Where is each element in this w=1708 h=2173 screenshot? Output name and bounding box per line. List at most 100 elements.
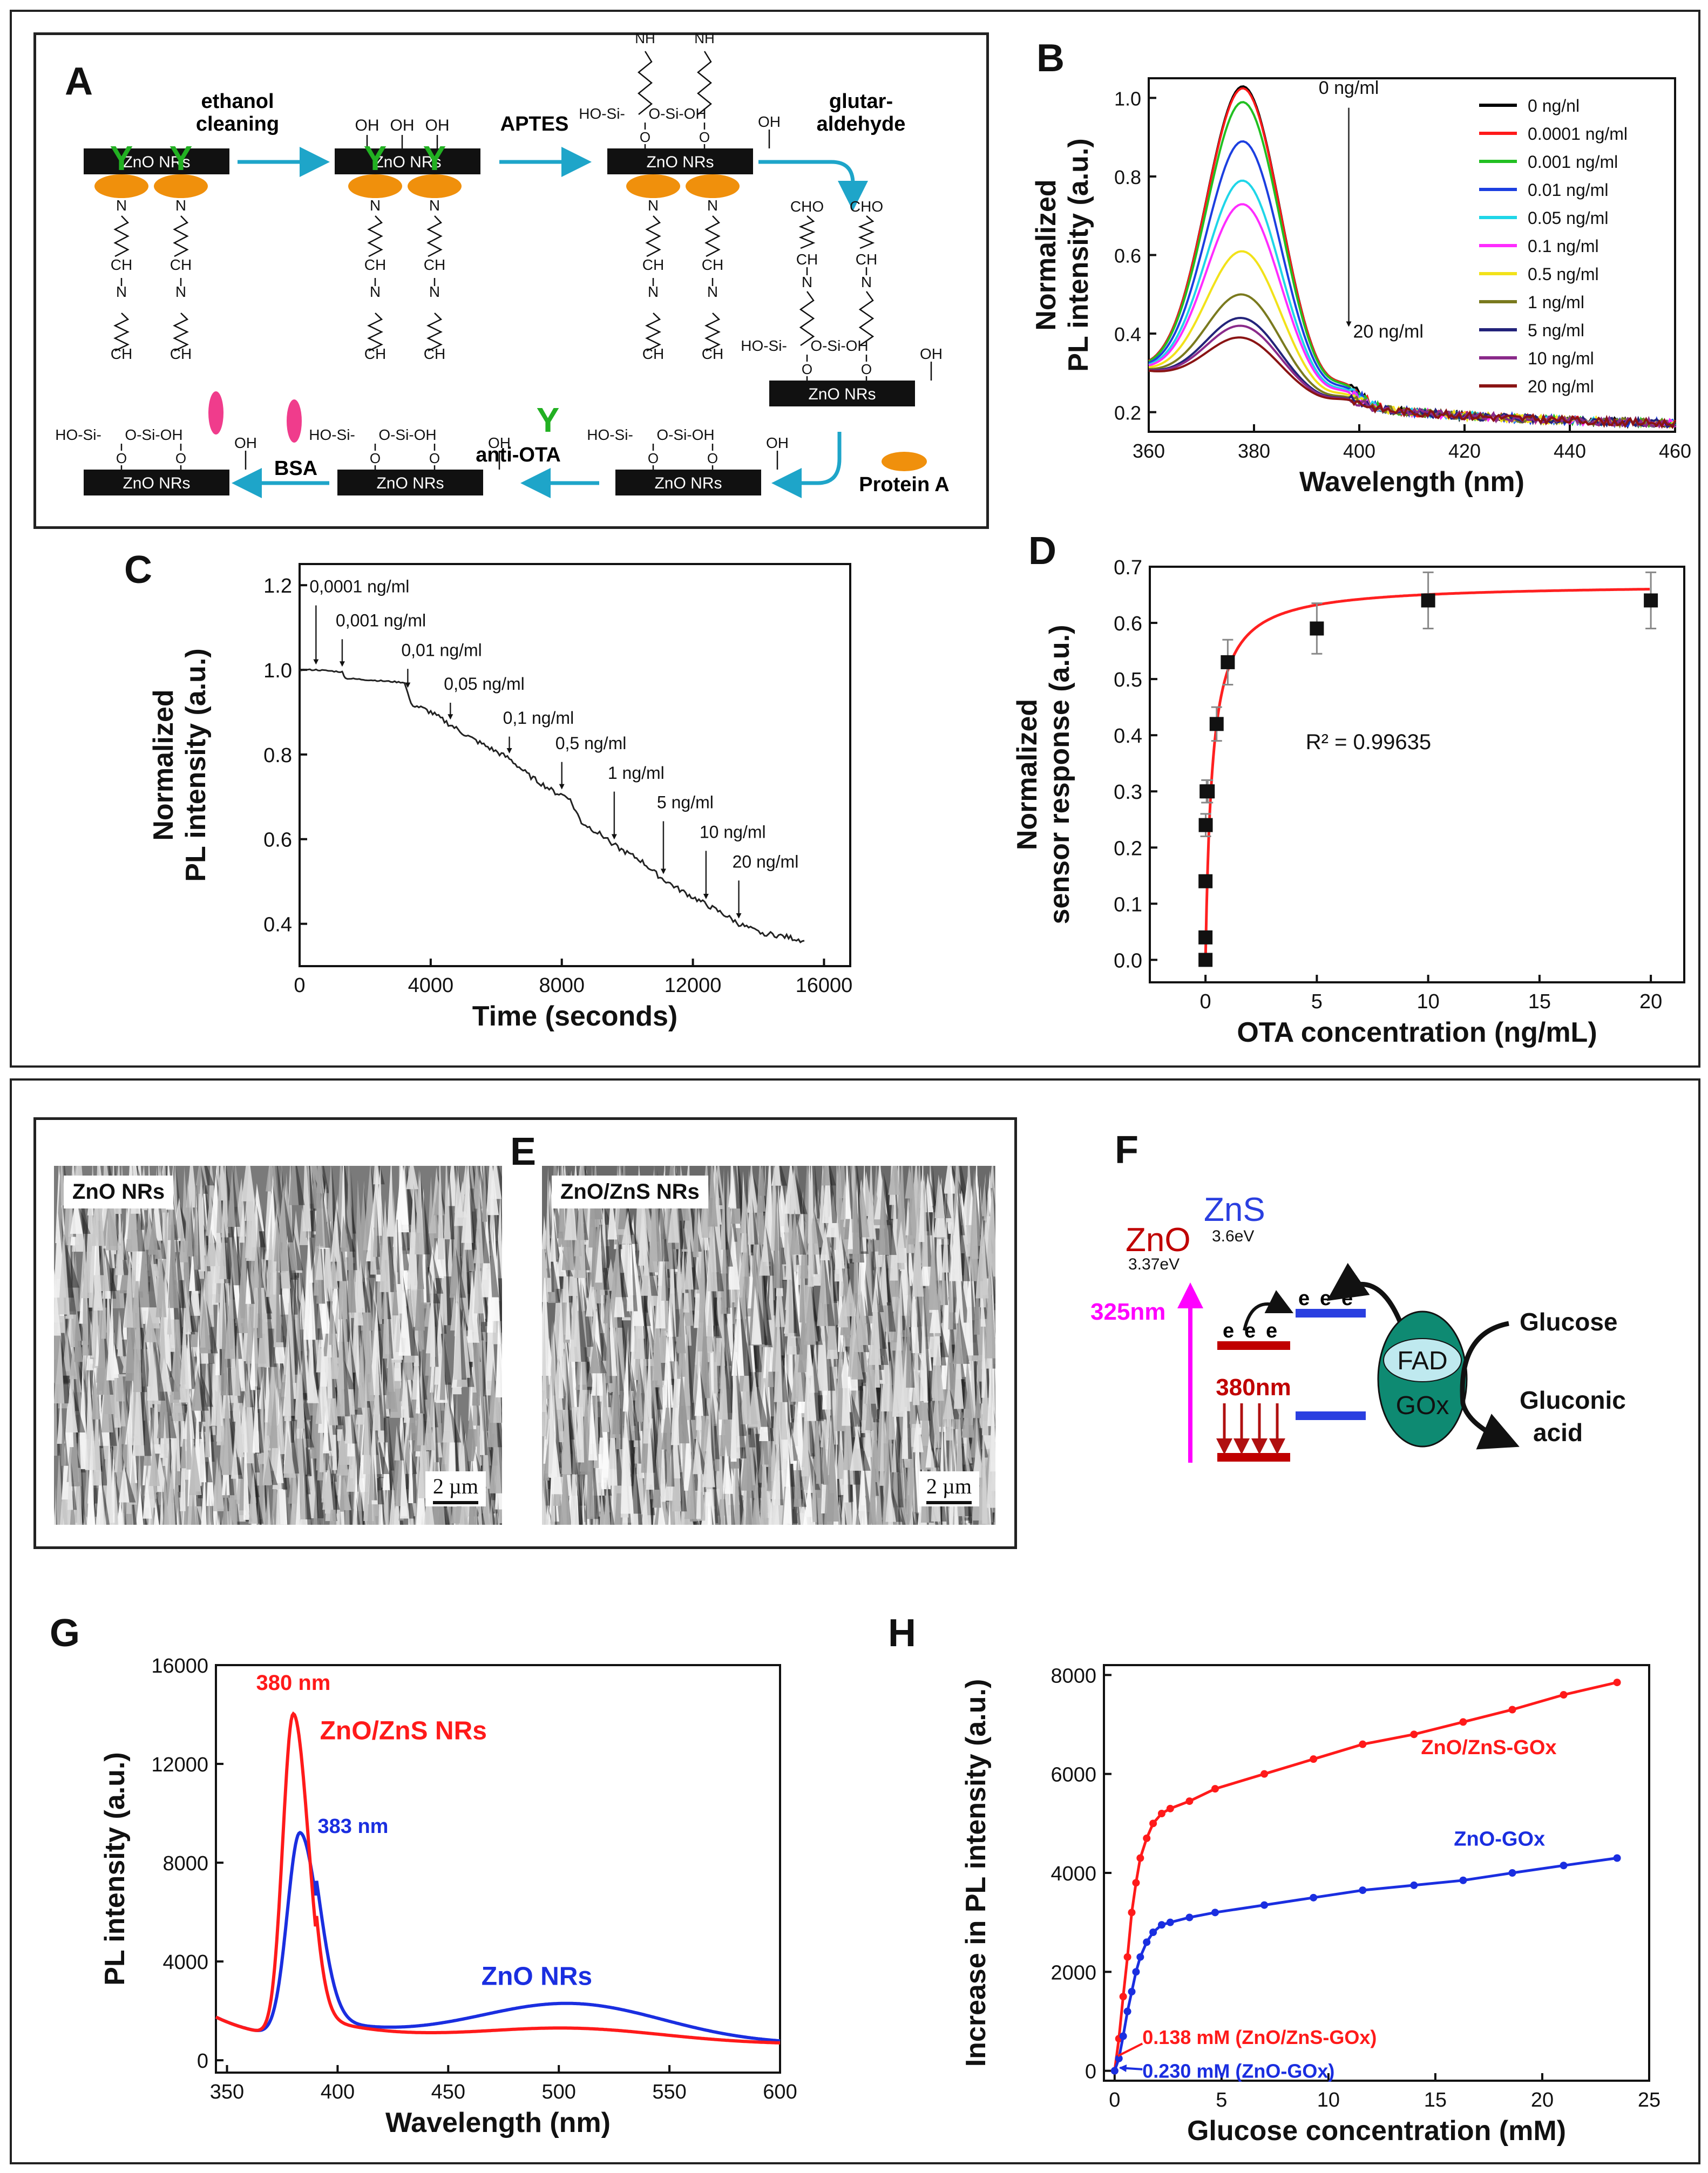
nanorod <box>327 1166 334 1221</box>
nanorod <box>437 1166 444 1260</box>
chem-label: OH <box>355 117 379 134</box>
panel-letter-b: B <box>1036 37 1065 80</box>
chem-label: CH <box>856 251 877 268</box>
sem-label-zno: ZnO NRs <box>64 1176 174 1208</box>
chem-label: O-Si-OH <box>125 426 182 443</box>
chem-label: CHO <box>790 198 824 215</box>
nanorod-shadow <box>55 1489 57 1525</box>
panel-letter-d: D <box>1028 529 1056 573</box>
nanorod-shadow <box>276 1208 286 1273</box>
nanorod-shadow <box>196 1506 202 1525</box>
nanorod <box>486 1166 499 1215</box>
scale-bar-zno: 2 µm <box>425 1471 486 1506</box>
nanorod <box>482 1490 490 1525</box>
nanorod <box>321 1440 326 1503</box>
nanorod <box>61 1419 66 1466</box>
chem-label: CHO <box>850 198 883 215</box>
scheme-a-frame <box>33 32 989 529</box>
nanorod <box>277 1507 280 1525</box>
nanorod-shadow <box>449 1402 462 1443</box>
nanorod <box>165 1465 175 1525</box>
nanorod <box>396 1166 404 1220</box>
nanorod <box>215 1507 216 1525</box>
nanorod <box>87 1449 93 1525</box>
nanorod <box>233 1392 245 1457</box>
nanorod-shadow <box>330 1211 338 1296</box>
nanorod <box>222 1516 223 1525</box>
nanorod <box>444 1166 451 1240</box>
nanorod-shadow <box>124 1501 127 1525</box>
nanorod-shadow <box>220 1520 221 1525</box>
substrate-label: ZnO NRs <box>376 474 444 492</box>
nanorod <box>430 1259 436 1367</box>
nanorod <box>58 1229 70 1315</box>
nanorod-shadow <box>131 1479 137 1525</box>
nanorod <box>494 1505 497 1525</box>
alkyl-chain <box>638 51 653 115</box>
nanorod <box>105 1178 119 1251</box>
nanorod-shadow <box>222 1522 223 1525</box>
chem-label: HO-Si- <box>579 105 625 122</box>
chem-label: HO-Si- <box>741 337 787 354</box>
nanorod-shadow <box>206 1300 218 1354</box>
nanorod-shadow <box>310 1232 323 1340</box>
nanorod <box>386 1502 388 1525</box>
chem-label: N <box>648 197 659 214</box>
nanorod-shadow <box>456 1247 466 1298</box>
chem-label: CH <box>424 345 445 362</box>
chem-label: HO-Si- <box>55 426 101 443</box>
nanorod <box>454 1170 464 1226</box>
nanorod <box>464 1181 472 1250</box>
nanorod <box>489 1402 501 1493</box>
nanorod-shadow <box>378 1356 385 1431</box>
protein-a-molecule <box>348 174 402 198</box>
nanorod <box>406 1166 418 1190</box>
nanorod <box>241 1166 254 1201</box>
nanorod <box>344 1395 353 1444</box>
nanorod <box>302 1166 311 1232</box>
nanorod <box>379 1199 391 1292</box>
nanorod-shadow <box>443 1476 450 1525</box>
nanorod <box>257 1231 262 1339</box>
nanorod-shadow <box>256 1205 266 1247</box>
nanorod-shadow <box>386 1204 397 1292</box>
nanorod-shadow <box>469 1186 477 1250</box>
nanorod-shadow <box>420 1174 430 1255</box>
alkyl-chain <box>367 215 383 257</box>
nanorod <box>275 1470 281 1525</box>
nanorod-shadow <box>440 1313 452 1385</box>
nanorod-shadow <box>424 1231 430 1302</box>
nanorod-shadow <box>201 1166 208 1194</box>
nanorod <box>54 1357 58 1456</box>
chem-label: O <box>648 450 659 466</box>
nanorod-shadow <box>294 1231 303 1271</box>
chem-label: O <box>370 450 381 466</box>
nanorod <box>428 1200 437 1233</box>
arrow-step-4 <box>771 432 842 498</box>
nanorod-shadow <box>316 1484 321 1525</box>
nanorod <box>270 1510 274 1525</box>
nanorod <box>370 1448 375 1500</box>
nanorod-shadow <box>449 1166 455 1240</box>
nanorod-shadow <box>212 1523 213 1525</box>
nanorod <box>179 1308 190 1403</box>
nanorod-shadow <box>196 1184 201 1270</box>
nanorod-shadow <box>322 1185 330 1248</box>
nanorod <box>415 1219 425 1331</box>
nanorod-shadow <box>498 1166 502 1199</box>
panel-letter-c: C <box>124 548 152 592</box>
chem-label: O-Si-OH <box>810 337 868 354</box>
nanorod-shadow <box>204 1166 215 1186</box>
nanorod-shadow <box>188 1285 198 1332</box>
chem-label: OH <box>766 434 789 451</box>
nanorod-shadow <box>189 1395 202 1439</box>
substrate-label: ZnO NRs <box>646 153 714 171</box>
chem-label: OH <box>390 117 415 134</box>
nanorod <box>383 1487 388 1525</box>
nanorod <box>296 1358 305 1429</box>
nanorod <box>385 1340 396 1409</box>
nanorod <box>266 1208 273 1297</box>
chem-label: CH <box>364 345 386 362</box>
nanorod-shadow <box>432 1251 444 1294</box>
nanorod <box>496 1317 502 1397</box>
